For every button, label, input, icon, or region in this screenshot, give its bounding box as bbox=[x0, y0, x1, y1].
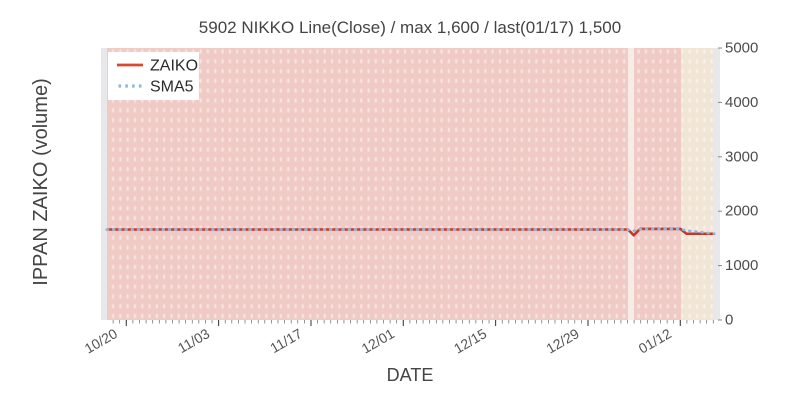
svg-text:10/20: 10/20 bbox=[82, 325, 121, 356]
svg-text:12/29: 12/29 bbox=[543, 325, 582, 356]
svg-text:ZAIKO: ZAIKO bbox=[150, 58, 198, 75]
svg-text:0: 0 bbox=[725, 312, 733, 329]
svg-text:2000: 2000 bbox=[725, 203, 758, 220]
svg-text:01/12: 01/12 bbox=[636, 325, 675, 356]
svg-text:5902 NIKKO Line(Close) / max 1: 5902 NIKKO Line(Close) / max 1,600 / las… bbox=[199, 18, 621, 37]
svg-text:4000: 4000 bbox=[725, 94, 758, 111]
svg-text:5000: 5000 bbox=[725, 40, 758, 57]
svg-text:12/01: 12/01 bbox=[359, 325, 398, 356]
svg-text:DATE: DATE bbox=[387, 365, 434, 385]
svg-text:12/15: 12/15 bbox=[451, 325, 490, 356]
svg-text:11/03: 11/03 bbox=[175, 325, 213, 356]
svg-text:IPPAN ZAIKO (volume): IPPAN ZAIKO (volume) bbox=[30, 78, 52, 285]
svg-text:3000: 3000 bbox=[725, 148, 758, 165]
svg-text:11/17: 11/17 bbox=[267, 325, 305, 356]
svg-text:1000: 1000 bbox=[725, 257, 758, 274]
svg-text:SMA5: SMA5 bbox=[150, 79, 194, 96]
